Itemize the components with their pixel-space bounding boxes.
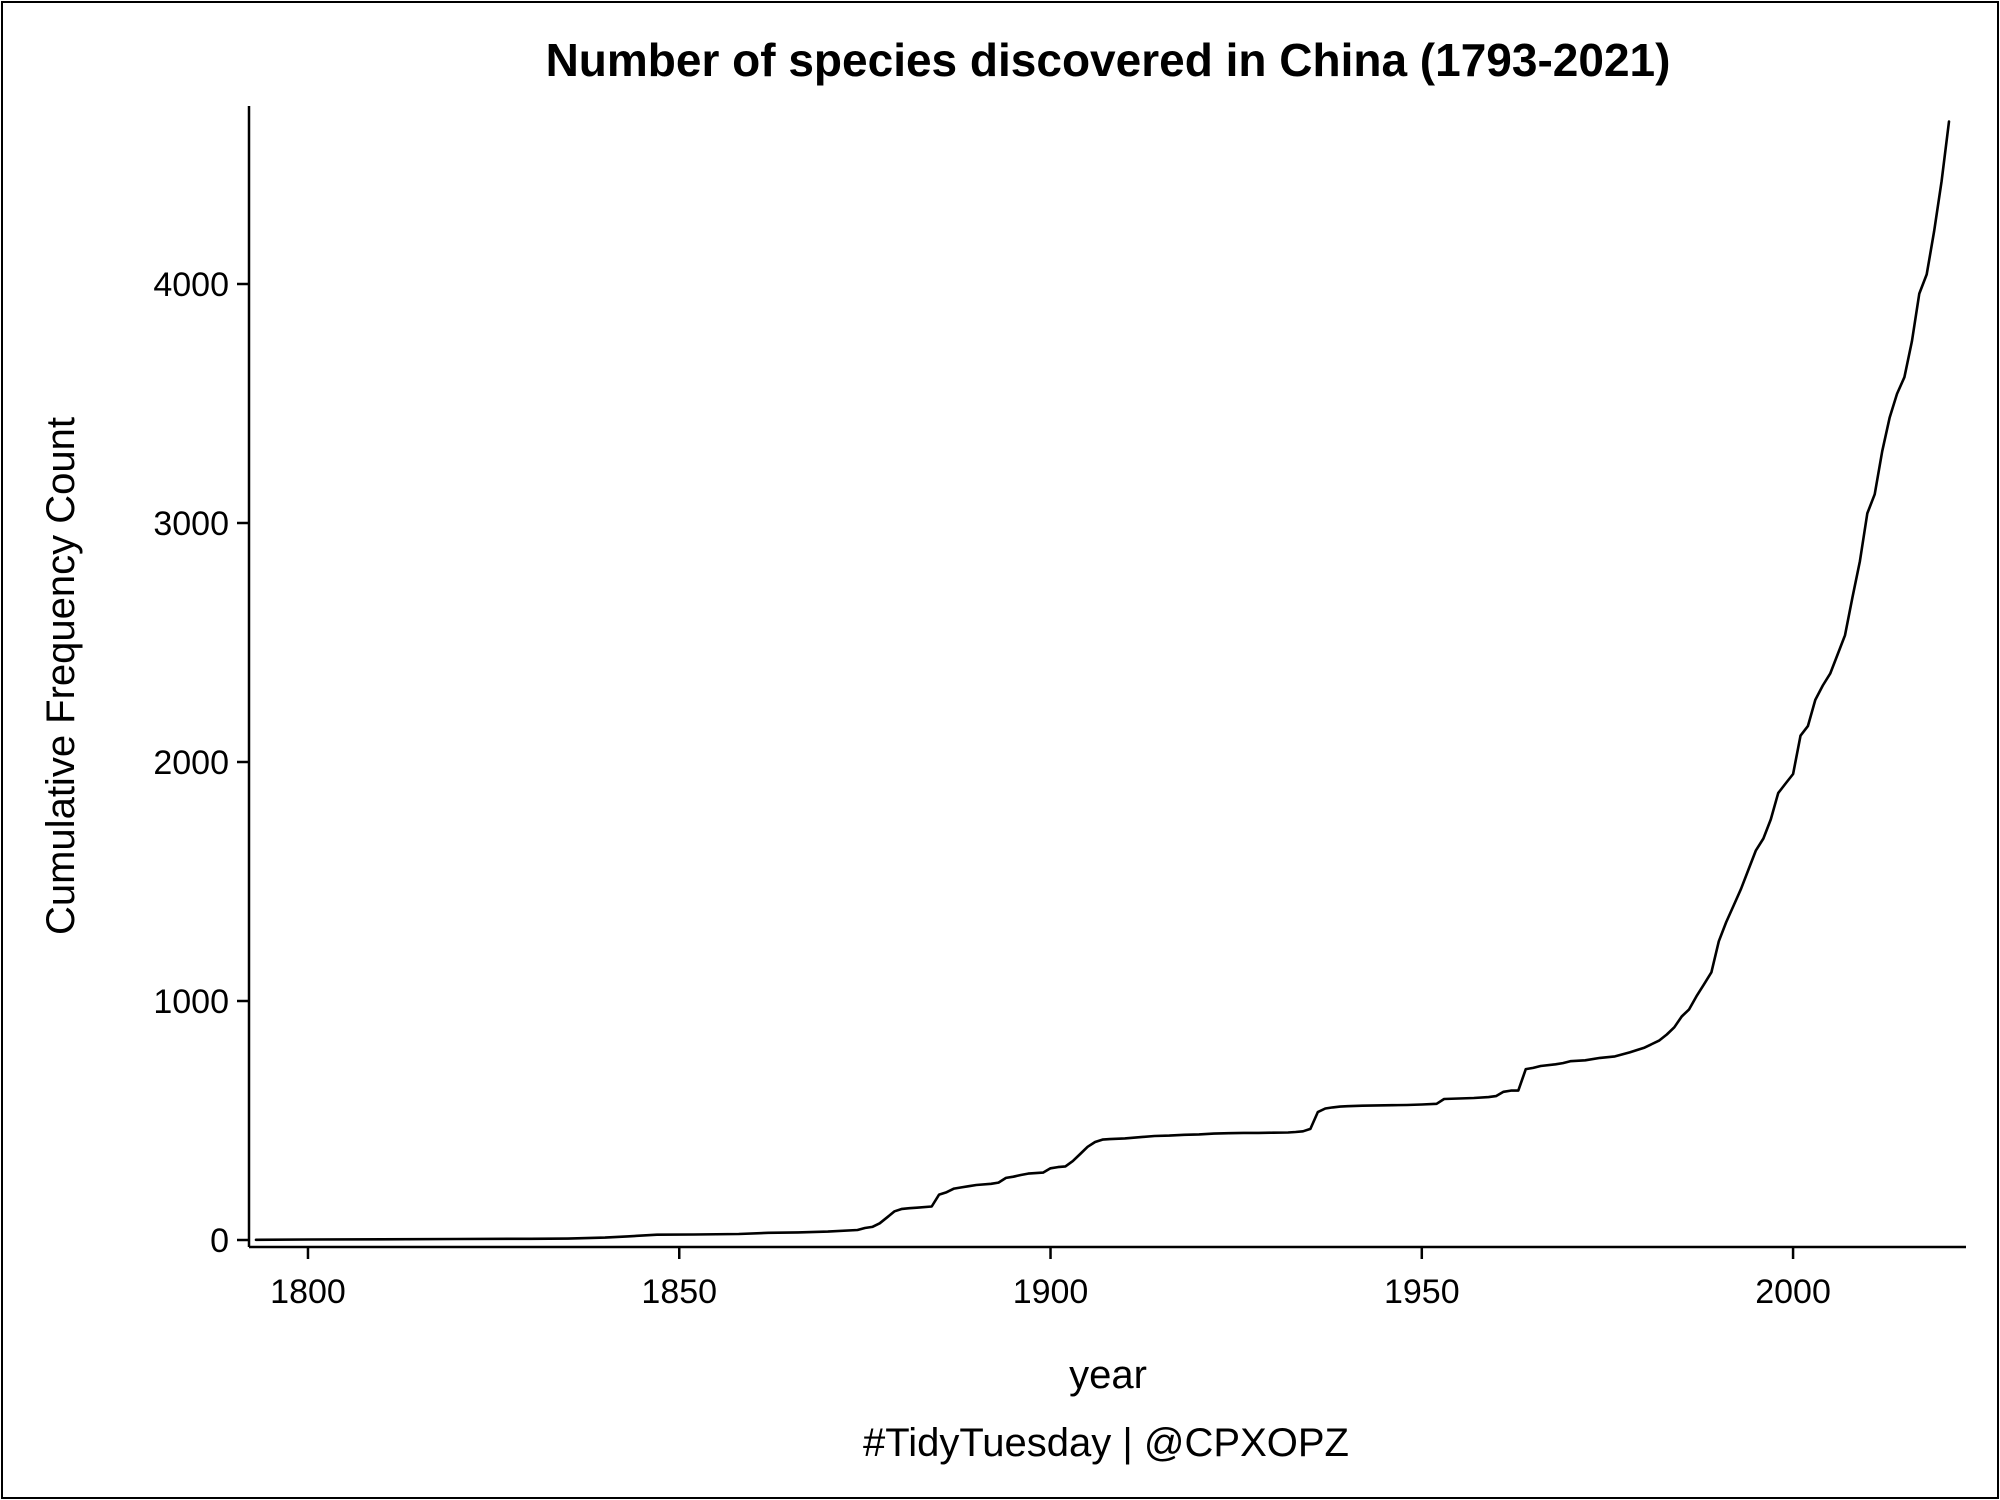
y-tick-label: 2000 bbox=[153, 744, 229, 782]
x-tick-label: 1950 bbox=[1384, 1273, 1460, 1311]
chart-title: Number of species discovered in China (1… bbox=[546, 34, 1671, 86]
plot-area: 1800 1850 1900 1950 2000 0 1000 2000 3000 4000 bbox=[153, 106, 1966, 1311]
y-tick-label: 0 bbox=[210, 1222, 229, 1260]
y-tick-label: 4000 bbox=[153, 266, 229, 304]
y-axis-label: Cumulative Frequency Count bbox=[39, 417, 83, 935]
x-tick-label: 1900 bbox=[1013, 1273, 1089, 1311]
x-tick-label: 2000 bbox=[1755, 1273, 1831, 1311]
x-axis-label: year bbox=[1069, 1353, 1147, 1397]
y-tick-label: 1000 bbox=[153, 983, 229, 1021]
y-tick-label: 3000 bbox=[153, 505, 229, 543]
series-line bbox=[254, 120, 1951, 1242]
x-tick-label: 1800 bbox=[270, 1273, 346, 1311]
x-tick-label: 1850 bbox=[641, 1273, 717, 1311]
caption: #TidyTuesday | @CPXOPZ bbox=[863, 1421, 1349, 1465]
